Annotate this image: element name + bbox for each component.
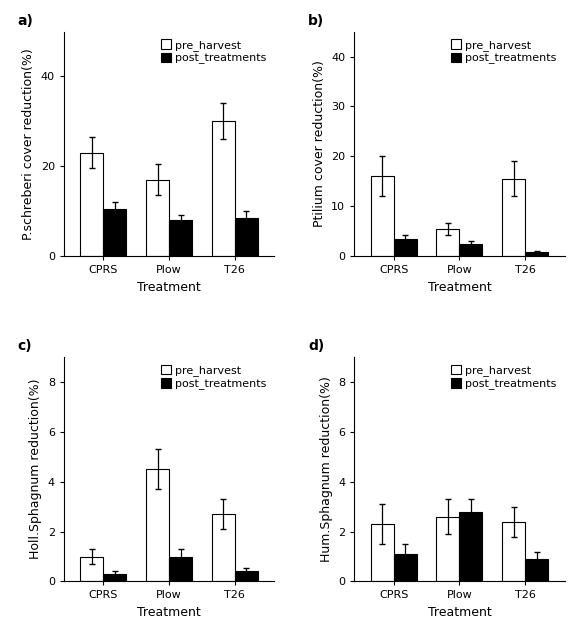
Bar (212, 514, 235, 581)
Text: a): a) (18, 14, 34, 28)
Bar (80, 153, 104, 256)
Text: c): c) (18, 339, 33, 353)
Legend: pre_harvest, post_treatments: pre_harvest, post_treatments (449, 37, 559, 66)
X-axis label: Treatment: Treatment (137, 281, 201, 294)
Y-axis label: P.schreberi cover reduction(%): P.schreberi cover reduction(%) (22, 48, 36, 240)
Bar (436, 229, 459, 256)
Bar (393, 238, 417, 256)
Bar (146, 179, 169, 256)
Bar (525, 252, 548, 256)
Bar (502, 179, 525, 256)
X-axis label: Treatment: Treatment (428, 606, 491, 619)
Legend: pre_harvest, post_treatments: pre_harvest, post_treatments (158, 37, 269, 66)
Legend: pre_harvest, post_treatments: pre_harvest, post_treatments (158, 363, 269, 392)
X-axis label: Treatment: Treatment (428, 281, 491, 294)
Bar (235, 218, 258, 256)
Bar (235, 571, 258, 581)
Bar (104, 574, 126, 581)
Y-axis label: Holl.Sphagnum reduction(%): Holl.Sphagnum reduction(%) (29, 379, 42, 559)
Bar (502, 521, 525, 581)
Bar (459, 512, 482, 581)
Bar (212, 121, 235, 256)
Bar (169, 557, 192, 581)
Bar (104, 209, 126, 256)
X-axis label: Treatment: Treatment (137, 606, 201, 619)
Bar (393, 554, 417, 581)
Bar (80, 557, 104, 581)
Y-axis label: Ptilium cover reduction(%): Ptilium cover reduction(%) (313, 61, 325, 228)
Bar (169, 220, 192, 256)
Text: d): d) (308, 339, 324, 353)
Bar (459, 243, 482, 256)
Legend: pre_harvest, post_treatments: pre_harvest, post_treatments (449, 363, 559, 392)
Text: b): b) (308, 14, 324, 28)
Bar (525, 559, 548, 581)
Bar (371, 176, 393, 256)
Bar (371, 524, 393, 581)
Y-axis label: Hum.Sphagnum reduction(%): Hum.Sphagnum reduction(%) (320, 376, 332, 562)
Bar (436, 516, 459, 581)
Bar (146, 469, 169, 581)
